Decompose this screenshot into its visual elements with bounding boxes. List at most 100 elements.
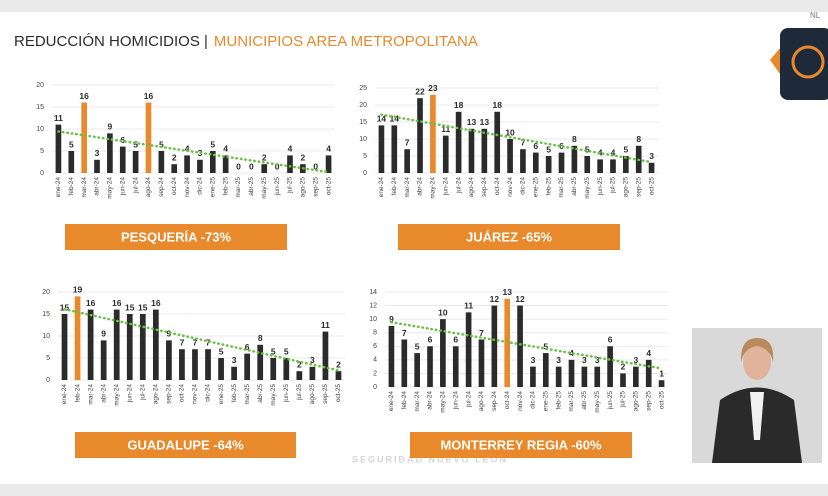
bar	[494, 111, 501, 173]
value-label: 4	[288, 144, 293, 154]
y-tick-label: 5	[46, 355, 50, 362]
x-tick-label: ago-25	[623, 177, 630, 198]
bar	[648, 162, 655, 173]
value-label: 3	[595, 355, 600, 365]
x-tick-label: oct-24	[504, 391, 511, 409]
banner-label: JUÁREZ -65%	[466, 229, 552, 244]
banner-label: GUADALUPE -64%	[127, 437, 244, 452]
bar	[442, 135, 449, 173]
value-label: 3	[232, 355, 237, 365]
bar	[414, 353, 420, 387]
value-label: 16	[112, 298, 122, 308]
value-label: 0	[236, 161, 241, 171]
bar	[126, 314, 133, 380]
bar	[584, 156, 591, 173]
value-label: 2	[172, 152, 177, 162]
value-label: 1	[659, 368, 664, 378]
value-label: 9	[101, 329, 106, 339]
bar	[645, 359, 652, 387]
bar	[335, 371, 342, 380]
bar	[218, 358, 224, 380]
bar	[74, 296, 81, 380]
value-label: 5	[546, 144, 551, 154]
x-tick-label: feb-25	[545, 177, 552, 196]
bar	[481, 128, 488, 173]
x-tick-label: sep-25	[645, 391, 652, 411]
chart: 0 5 10 15 20 25 14 ene-24 14 feb-24 7 mar-24 22 abr-2…	[359, 83, 658, 250]
bar	[81, 102, 87, 173]
value-label: 6	[533, 141, 538, 151]
x-tick-label: mar-24	[404, 177, 411, 198]
x-tick-label: mar-25	[558, 177, 565, 198]
value-label: 18	[454, 100, 464, 110]
x-tick-label: oct-25	[648, 177, 655, 195]
x-tick-label: feb-25	[222, 177, 229, 196]
y-tick-label: 8	[373, 330, 377, 337]
bar	[113, 309, 120, 380]
x-tick-label: ene-25	[210, 177, 217, 198]
value-label: 3	[531, 355, 536, 365]
x-tick-label: ago-24	[478, 391, 485, 412]
bar	[179, 349, 185, 380]
x-tick-label: sep-25	[322, 384, 329, 404]
x-tick-label: mar-25	[235, 177, 242, 198]
y-tick-label: 5	[40, 148, 44, 155]
x-tick-label: oct-25	[335, 384, 342, 402]
bar	[222, 155, 229, 173]
bar	[478, 339, 485, 387]
x-tick-label: jul-25	[296, 384, 303, 401]
value-label: 11	[464, 301, 473, 311]
value-label: 5	[133, 139, 138, 149]
header-subtitle: MUNICIPIOS AREA METROPOLITANA	[214, 33, 478, 50]
bar	[87, 309, 94, 380]
y-tick-label: 5	[363, 153, 367, 160]
interpreter	[692, 328, 822, 463]
value-label: 2	[621, 362, 626, 372]
bar	[107, 133, 113, 173]
value-label: 7	[405, 137, 410, 147]
bar	[283, 358, 290, 380]
value-label: 14	[377, 114, 387, 124]
x-tick-label: jun-25	[597, 177, 604, 196]
value-label: 23	[428, 83, 438, 93]
x-tick-label: ene-24	[388, 391, 395, 412]
value-label: 6	[559, 141, 564, 151]
value-label: 3	[649, 151, 654, 161]
value-label: 16	[144, 91, 154, 101]
x-tick-label: ago-25	[300, 177, 307, 198]
value-label: 4	[185, 144, 190, 154]
value-label: 4	[326, 144, 331, 154]
x-tick-label: ene-25	[533, 177, 540, 198]
x-tick-label: may-25	[270, 384, 277, 406]
x-tick-label: oct-25	[325, 177, 332, 195]
x-tick-label: sep-24	[158, 177, 165, 197]
value-label: 4	[646, 348, 651, 358]
value-label: 5	[415, 341, 420, 351]
value-label: 6	[245, 342, 250, 352]
x-tick-label: jun-25	[283, 384, 290, 403]
x-tick-label: feb-24	[68, 177, 75, 196]
value-label: 5	[271, 346, 276, 356]
bar	[257, 344, 264, 380]
value-label: 18	[492, 100, 502, 110]
value-label: 4	[611, 148, 616, 158]
x-tick-label: jun-25	[274, 177, 281, 196]
x-tick-label: abr-25	[571, 177, 578, 196]
bar	[507, 139, 513, 173]
value-label: 10	[438, 307, 448, 317]
bar	[378, 125, 385, 173]
bar	[455, 111, 462, 173]
value-label: 5	[284, 346, 289, 356]
value-label: 11	[441, 124, 450, 134]
value-label: 5	[543, 341, 548, 351]
bar	[209, 151, 216, 173]
bar	[452, 346, 459, 387]
y-tick-label: 20	[42, 289, 50, 296]
bar	[658, 380, 665, 387]
bar	[61, 314, 68, 380]
chart: 0 5 10 15 20 15 ene-24 19 feb-24 16 mar-24 9 abr-24 1…	[42, 285, 345, 458]
x-tick-label: abr-24	[100, 384, 107, 403]
bar	[532, 152, 539, 173]
